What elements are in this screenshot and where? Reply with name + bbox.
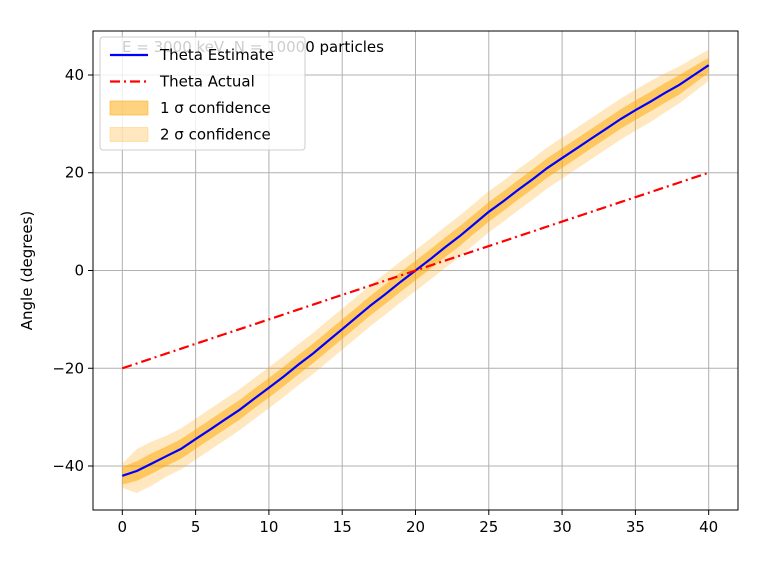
y-tick-label: −20 xyxy=(52,359,84,377)
y-axis: −40 −20 0 20 40 xyxy=(52,66,93,475)
legend-patch-swatch xyxy=(109,100,149,116)
x-tick-label: 35 xyxy=(626,518,645,536)
legend-label: Theta Actual xyxy=(159,73,255,91)
x-tick-label: 30 xyxy=(553,518,572,536)
y-tick-label: 0 xyxy=(74,262,84,280)
legend-box xyxy=(99,36,306,151)
y-axis-label: Angle (degrees) xyxy=(18,211,36,331)
x-tick-label: 20 xyxy=(406,518,425,536)
series-lines xyxy=(121,64,710,477)
x-tick-label: 5 xyxy=(191,518,201,536)
x-tick-label: 0 xyxy=(118,518,128,536)
x-tick-label: 25 xyxy=(479,518,498,536)
legend-label: Theta Estimate xyxy=(159,46,274,64)
x-tick-label: 15 xyxy=(333,518,352,536)
x-tick-label: 10 xyxy=(259,518,278,536)
line-theta-actual xyxy=(121,171,710,370)
x-axis: 0 5 10 15 20 25 30 35 40 xyxy=(118,510,718,536)
legend-label: 1 σ confidence xyxy=(160,99,271,117)
y-tick-label: −40 xyxy=(52,457,84,475)
y-tick-label: 20 xyxy=(65,164,84,182)
legend: Theta Estimate Theta Actual 1 σ confidence… xyxy=(99,36,306,151)
y-tick-label: 40 xyxy=(65,66,84,84)
legend-patch-swatch xyxy=(109,127,149,142)
x-tick-label: 40 xyxy=(699,518,718,536)
legend-label: 2 σ confidence xyxy=(160,126,271,144)
